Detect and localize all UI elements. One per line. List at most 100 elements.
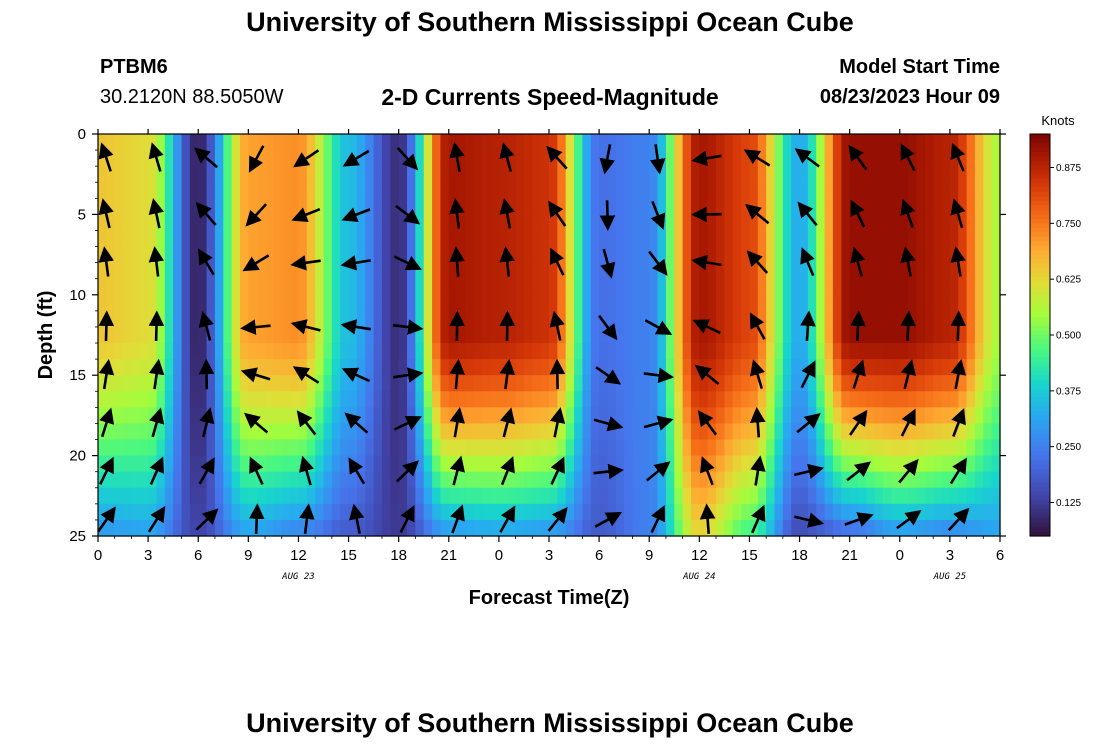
heatmap-cell bbox=[983, 198, 993, 215]
heatmap-cell bbox=[749, 391, 759, 408]
heatmap-cell bbox=[164, 407, 174, 425]
heatmap-cell bbox=[682, 375, 692, 392]
heatmap-cell bbox=[164, 262, 174, 280]
heatmap-cell bbox=[791, 391, 801, 408]
heatmap-cell bbox=[281, 326, 291, 344]
heatmap-cell bbox=[874, 519, 884, 537]
heatmap-cell bbox=[958, 166, 968, 183]
heatmap-cell bbox=[465, 310, 475, 328]
heatmap-cell bbox=[640, 166, 650, 183]
heatmap-cell bbox=[507, 134, 517, 151]
heatmap-cell bbox=[674, 487, 684, 505]
heatmap-cell bbox=[908, 214, 918, 232]
heatmap-cell bbox=[632, 182, 642, 199]
heatmap-cell bbox=[390, 471, 400, 489]
heatmap-cell bbox=[682, 407, 692, 425]
heatmap-cell bbox=[849, 166, 859, 183]
heatmap-cell bbox=[373, 455, 383, 473]
heatmap-cell bbox=[657, 439, 667, 457]
heatmap-cell bbox=[432, 375, 442, 392]
heatmap-cell bbox=[231, 150, 241, 167]
heatmap-cell bbox=[331, 439, 341, 457]
heatmap-cell bbox=[640, 343, 650, 360]
heatmap-cell bbox=[523, 326, 533, 344]
heatmap-cell bbox=[123, 198, 133, 215]
heatmap-cell bbox=[440, 375, 450, 392]
heatmap-cell bbox=[615, 166, 625, 183]
heatmap-cell bbox=[607, 310, 617, 328]
heatmap-cell bbox=[131, 198, 141, 215]
heatmap-cell bbox=[916, 246, 926, 264]
current-vector-arrow bbox=[148, 310, 165, 342]
heatmap-cell bbox=[515, 310, 525, 328]
heatmap-cell bbox=[565, 439, 575, 457]
heatmap-cell bbox=[974, 294, 984, 312]
heatmap-cell bbox=[398, 439, 408, 457]
heatmap-cell bbox=[214, 471, 224, 489]
heatmap-cell bbox=[716, 198, 725, 215]
heatmap-cell bbox=[707, 166, 717, 183]
heatmap-cell bbox=[557, 198, 567, 215]
heatmap-cell bbox=[791, 294, 801, 312]
heatmap-cell bbox=[741, 326, 751, 344]
heatmap-cell bbox=[549, 214, 558, 232]
heatmap-cell bbox=[323, 391, 333, 408]
heatmap-cell bbox=[214, 326, 224, 344]
heatmap-cell bbox=[415, 343, 425, 360]
heatmap-cell bbox=[239, 343, 249, 360]
heatmap-cell bbox=[849, 182, 859, 199]
heatmap-cell bbox=[632, 294, 642, 312]
colorbar-segment bbox=[1030, 388, 1050, 394]
heatmap-cell bbox=[699, 198, 709, 215]
current-vector-arrow bbox=[593, 416, 624, 432]
heatmap-cell bbox=[916, 294, 926, 312]
heatmap-cell bbox=[607, 439, 617, 457]
heatmap-cell bbox=[281, 439, 291, 457]
heatmap-cell bbox=[590, 166, 600, 183]
heatmap-cell bbox=[381, 278, 391, 296]
heatmap-cell bbox=[682, 150, 692, 167]
heatmap-cell bbox=[223, 439, 233, 457]
heatmap-cell bbox=[398, 375, 408, 392]
heatmap-cell bbox=[841, 150, 851, 167]
heatmap-cell bbox=[707, 519, 717, 537]
heatmap-cell bbox=[540, 182, 550, 199]
heatmap-cell bbox=[757, 487, 767, 505]
heatmap-cell bbox=[423, 246, 433, 264]
heatmap-cell bbox=[532, 439, 542, 457]
heatmap-cell bbox=[949, 503, 959, 521]
heatmap-cell bbox=[983, 375, 993, 392]
heatmap-cell bbox=[440, 150, 450, 167]
heatmap-cell bbox=[407, 134, 416, 151]
heatmap-cell bbox=[340, 391, 350, 408]
colorbar-segment bbox=[1030, 321, 1050, 327]
heatmap-cell bbox=[665, 375, 675, 392]
heatmap-cell bbox=[265, 487, 274, 505]
heatmap-cell bbox=[574, 278, 584, 296]
heatmap-cell bbox=[858, 519, 867, 537]
heatmap-cell bbox=[365, 326, 375, 344]
heatmap-cell bbox=[565, 519, 575, 537]
heatmap-cell bbox=[498, 375, 508, 392]
heatmap-cell bbox=[757, 423, 767, 441]
current-vector-arrow bbox=[198, 248, 215, 276]
heatmap-cell bbox=[532, 343, 542, 360]
heatmap-cell bbox=[941, 359, 951, 376]
heatmap-cell bbox=[490, 487, 500, 505]
heatmap-cell bbox=[724, 455, 734, 473]
heatmap-cell bbox=[265, 455, 274, 473]
heatmap-cell bbox=[966, 487, 976, 505]
heatmap-cell bbox=[273, 310, 283, 328]
heatmap-cell bbox=[106, 423, 116, 441]
heatmap-cell bbox=[682, 214, 692, 232]
heatmap-cell bbox=[231, 519, 241, 537]
heatmap-cell bbox=[281, 214, 291, 232]
heatmap-cell bbox=[181, 214, 191, 232]
heatmap-cell bbox=[949, 455, 959, 473]
heatmap-cell bbox=[640, 198, 650, 215]
heatmap-cell bbox=[933, 471, 943, 489]
heatmap-cell bbox=[966, 278, 976, 296]
heatmap-cell bbox=[281, 294, 291, 312]
heatmap-cell bbox=[281, 246, 291, 264]
heatmap-cell bbox=[298, 134, 308, 151]
